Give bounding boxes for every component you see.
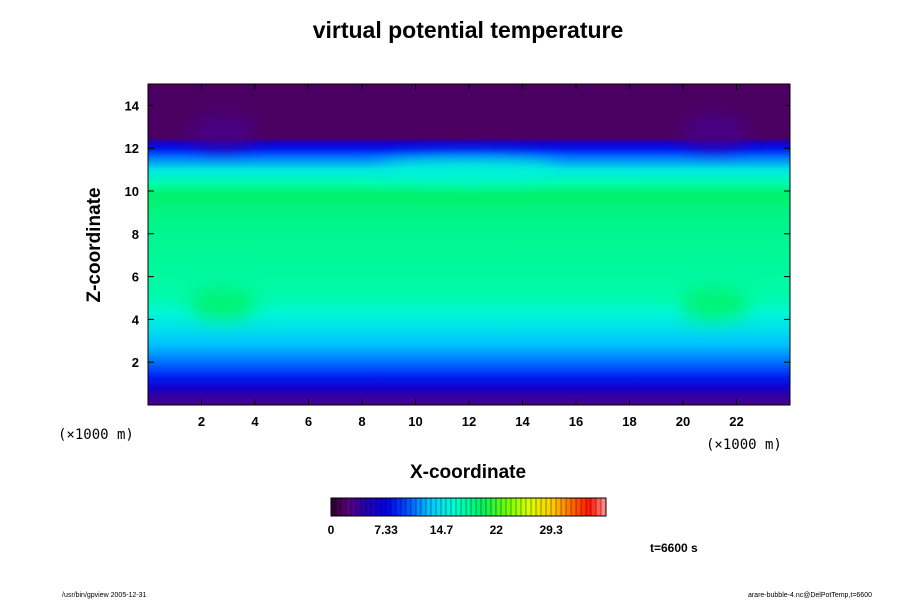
field-feature (681, 288, 750, 321)
colorbar-segment (465, 497, 472, 517)
x-tick-label: 10 (408, 414, 422, 429)
colorbar-segment (500, 497, 507, 517)
colorbar-segment (415, 497, 422, 517)
x-tick-label: 22 (729, 414, 743, 429)
colorbar-segment (355, 497, 362, 517)
colorbar-ticks: 0 7.33 14.7 22 29.3 (328, 523, 563, 537)
colorbar-segment (420, 497, 427, 517)
x-tick-label: 2 (198, 414, 205, 429)
colorbar-segment (555, 497, 562, 517)
colorbar-segment (425, 497, 432, 517)
colorbar-segment (490, 497, 497, 517)
colorbar-segment (440, 497, 447, 517)
field-feature (188, 288, 257, 321)
y-tick-label: 8 (132, 227, 139, 242)
colorbar-segment (470, 497, 477, 517)
y-axis-label: Z-coordinate (84, 187, 105, 302)
colorbar-segment (535, 497, 542, 517)
field-background (148, 84, 790, 405)
x-tick-label: 18 (622, 414, 636, 429)
x-tick-label: 4 (251, 414, 259, 429)
colorbar-segment (585, 497, 592, 517)
field-feature (188, 115, 257, 148)
x-tick-label: 6 (305, 414, 312, 429)
colorbar-segment (460, 497, 467, 517)
x-unit-label: (×1000 m) (58, 427, 134, 443)
colorbar-tick-label: 0 (328, 523, 335, 537)
colorbar-segment (570, 497, 577, 517)
y-unit-label: (×1000 m) (706, 437, 782, 453)
x-tick-label: 16 (569, 414, 583, 429)
colorbar-segment (565, 497, 572, 517)
colorbar-segment (390, 497, 397, 517)
colorbar-frame (330, 497, 607, 517)
colorbar-tick-label: 14.7 (430, 523, 454, 537)
y-tick-label: 6 (132, 270, 139, 285)
y-tick-label: 14 (125, 98, 140, 113)
colorbar-tick-label: 22 (490, 523, 504, 537)
colorbar-segment (435, 497, 442, 517)
colorbar-segment (350, 497, 357, 517)
field-feature (681, 115, 750, 148)
y-tick-label: 2 (132, 355, 139, 370)
y-ticks: 2 4 6 8 10 12 14 (125, 98, 790, 370)
colorbar-segment (340, 497, 347, 517)
colorbar-segment (335, 497, 342, 517)
x-axis-label: X-coordinate (410, 462, 526, 483)
colorbar-segment (445, 497, 452, 517)
field-feature (379, 159, 559, 180)
colorbar-segment (530, 497, 537, 517)
colorbar-segment (330, 497, 337, 517)
colorbar-segment (590, 497, 597, 517)
x-ticks: 2 4 6 8 10 12 14 16 18 20 22 (198, 84, 744, 429)
colorbar-segment (580, 497, 587, 517)
colorbar-segment (575, 497, 582, 517)
colorbar-segment (400, 497, 407, 517)
y-tick-label: 4 (132, 312, 140, 327)
colorbar-segment (515, 497, 522, 517)
colorbar-segment (430, 497, 437, 517)
colorbar-segment (520, 497, 527, 517)
footer-right: arare-bubble-4.nc@DelPotTemp,t=6600 (748, 592, 872, 599)
colorbar-segment (370, 497, 377, 517)
chart-title: virtual potential temperature (313, 17, 624, 43)
colorbar-segment (550, 497, 557, 517)
x-tick-label: 8 (358, 414, 365, 429)
footer-left: /usr/bin/gpview 2005-12-31 (62, 592, 147, 599)
colorbar-segment (450, 497, 457, 517)
colorbar-segment (545, 497, 552, 517)
colorbar-segment (595, 497, 602, 517)
y-tick-label: 12 (125, 141, 139, 156)
time-label: t=6600 s (650, 541, 698, 555)
x-tick-label: 20 (676, 414, 690, 429)
colorbar-segment (410, 497, 417, 517)
colorbar-tick-label: 29.3 (539, 523, 563, 537)
plot-area (147, 83, 791, 406)
x-tick-label: 12 (462, 414, 476, 429)
colorbar-tick-label: 7.33 (374, 523, 398, 537)
colorbar-segment (475, 497, 482, 517)
colorbar-segment (540, 497, 547, 517)
x-tick-label: 14 (515, 414, 530, 429)
colorbar-segment (365, 497, 372, 517)
colorbar-segment (505, 497, 512, 517)
colorbar-segment (560, 497, 567, 517)
field-features (188, 115, 750, 321)
colorbar-segment (405, 497, 412, 517)
colorbar-segment (510, 497, 517, 517)
colorbar-segment (345, 497, 352, 517)
colorbar-segment (395, 497, 402, 517)
colorbar-segment (375, 497, 382, 517)
colorbar-segment (380, 497, 387, 517)
colorbar-segment (480, 497, 487, 517)
colorbar-segment (385, 497, 392, 517)
colorbar-segment (525, 497, 532, 517)
y-tick-label: 10 (125, 184, 139, 199)
colorbar-segment (455, 497, 462, 517)
colorbar (330, 497, 607, 517)
colorbar-segment (495, 497, 502, 517)
colorbar-segment (360, 497, 367, 517)
colorbar-segment (485, 497, 492, 517)
